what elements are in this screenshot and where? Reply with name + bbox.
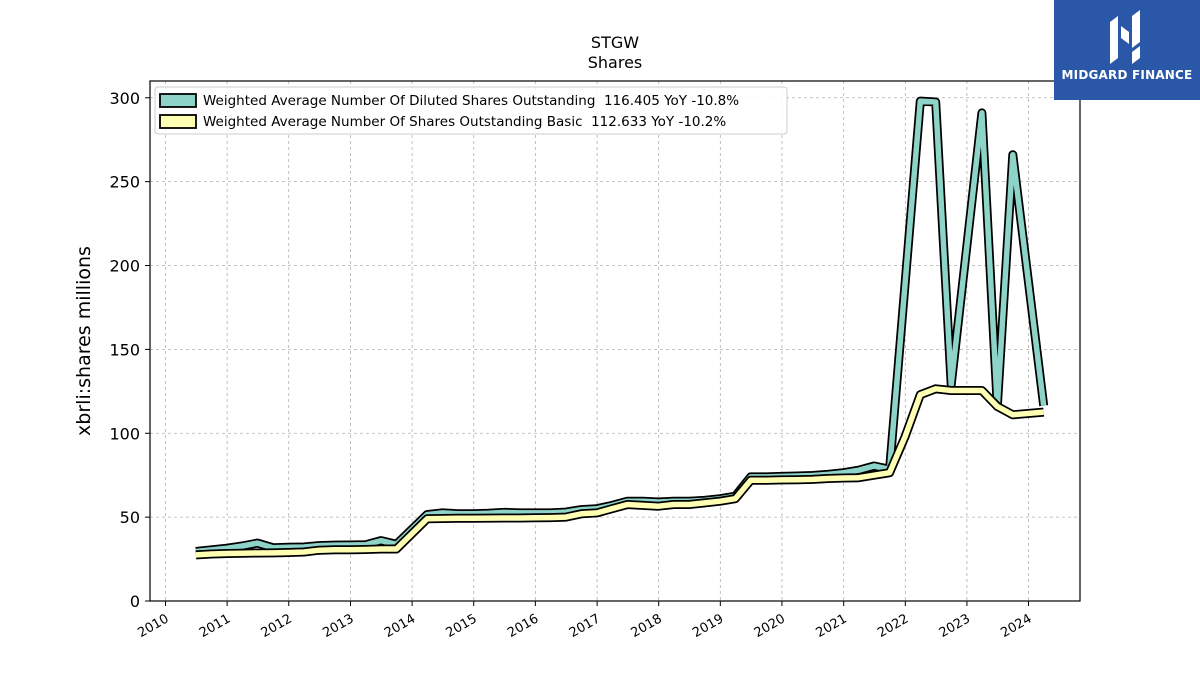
y-tick-label: 50 xyxy=(120,508,140,527)
x-tick-label: 2012 xyxy=(259,611,295,641)
series-layer xyxy=(195,96,1049,560)
x-tick-label: 2024 xyxy=(998,611,1034,641)
x-tick-label: 2021 xyxy=(814,611,850,641)
series-1-line xyxy=(195,386,1044,558)
x-tick-label: 2015 xyxy=(444,611,480,641)
y-axis-ticks: 0 50 100 150 200 250 300 xyxy=(109,89,150,611)
y-tick-label: 100 xyxy=(109,424,140,443)
chart-title: STGW xyxy=(591,33,639,52)
x-tick-label: 2014 xyxy=(382,611,418,641)
x-tick-label: 2011 xyxy=(197,611,233,641)
x-tick-label: 2022 xyxy=(875,611,911,641)
x-tick-label: 2013 xyxy=(320,611,356,641)
x-tick-label: 2020 xyxy=(752,611,788,641)
series-0-line xyxy=(195,98,1047,555)
legend-label-basic: Weighted Average Number Of Shares Outsta… xyxy=(203,114,726,130)
y-tick-label: 0 xyxy=(130,592,140,611)
legend: Weighted Average Number Of Diluted Share… xyxy=(154,86,788,135)
x-axis-ticks: 2010 2011 2012 2013 2014 2015 2016 2017 2018 2019… xyxy=(135,601,1035,641)
y-tick-label: 250 xyxy=(109,173,140,192)
legend-box xyxy=(154,86,788,135)
legend-swatch-basic xyxy=(159,114,197,129)
x-tick-label: 2010 xyxy=(135,611,171,641)
y-tick-label: 300 xyxy=(109,89,140,108)
midgard-logo-icon xyxy=(1110,10,1140,64)
x-tick-label: 2023 xyxy=(937,611,973,641)
x-tick-label: 2016 xyxy=(505,611,541,641)
y-tick-label: 150 xyxy=(109,340,140,359)
series-1-outline xyxy=(195,384,1045,560)
x-tick-label: 2019 xyxy=(690,611,726,641)
chart-subtitle: Shares xyxy=(588,53,643,72)
legend-label-diluted: Weighted Average Number Of Diluted Share… xyxy=(203,93,739,109)
legend-swatch-diluted xyxy=(159,93,197,108)
logo-text: MIDGARD FINANCE xyxy=(1061,68,1193,82)
x-tick-label: 2018 xyxy=(629,611,665,641)
brand-logo: MIDGARD FINANCE xyxy=(1054,0,1200,100)
plot-frame xyxy=(149,80,1081,602)
x-tick-label: 2017 xyxy=(567,611,603,641)
y-axis-label: xbrli:shares millions xyxy=(73,246,95,436)
y-tick-label: 200 xyxy=(109,257,140,276)
